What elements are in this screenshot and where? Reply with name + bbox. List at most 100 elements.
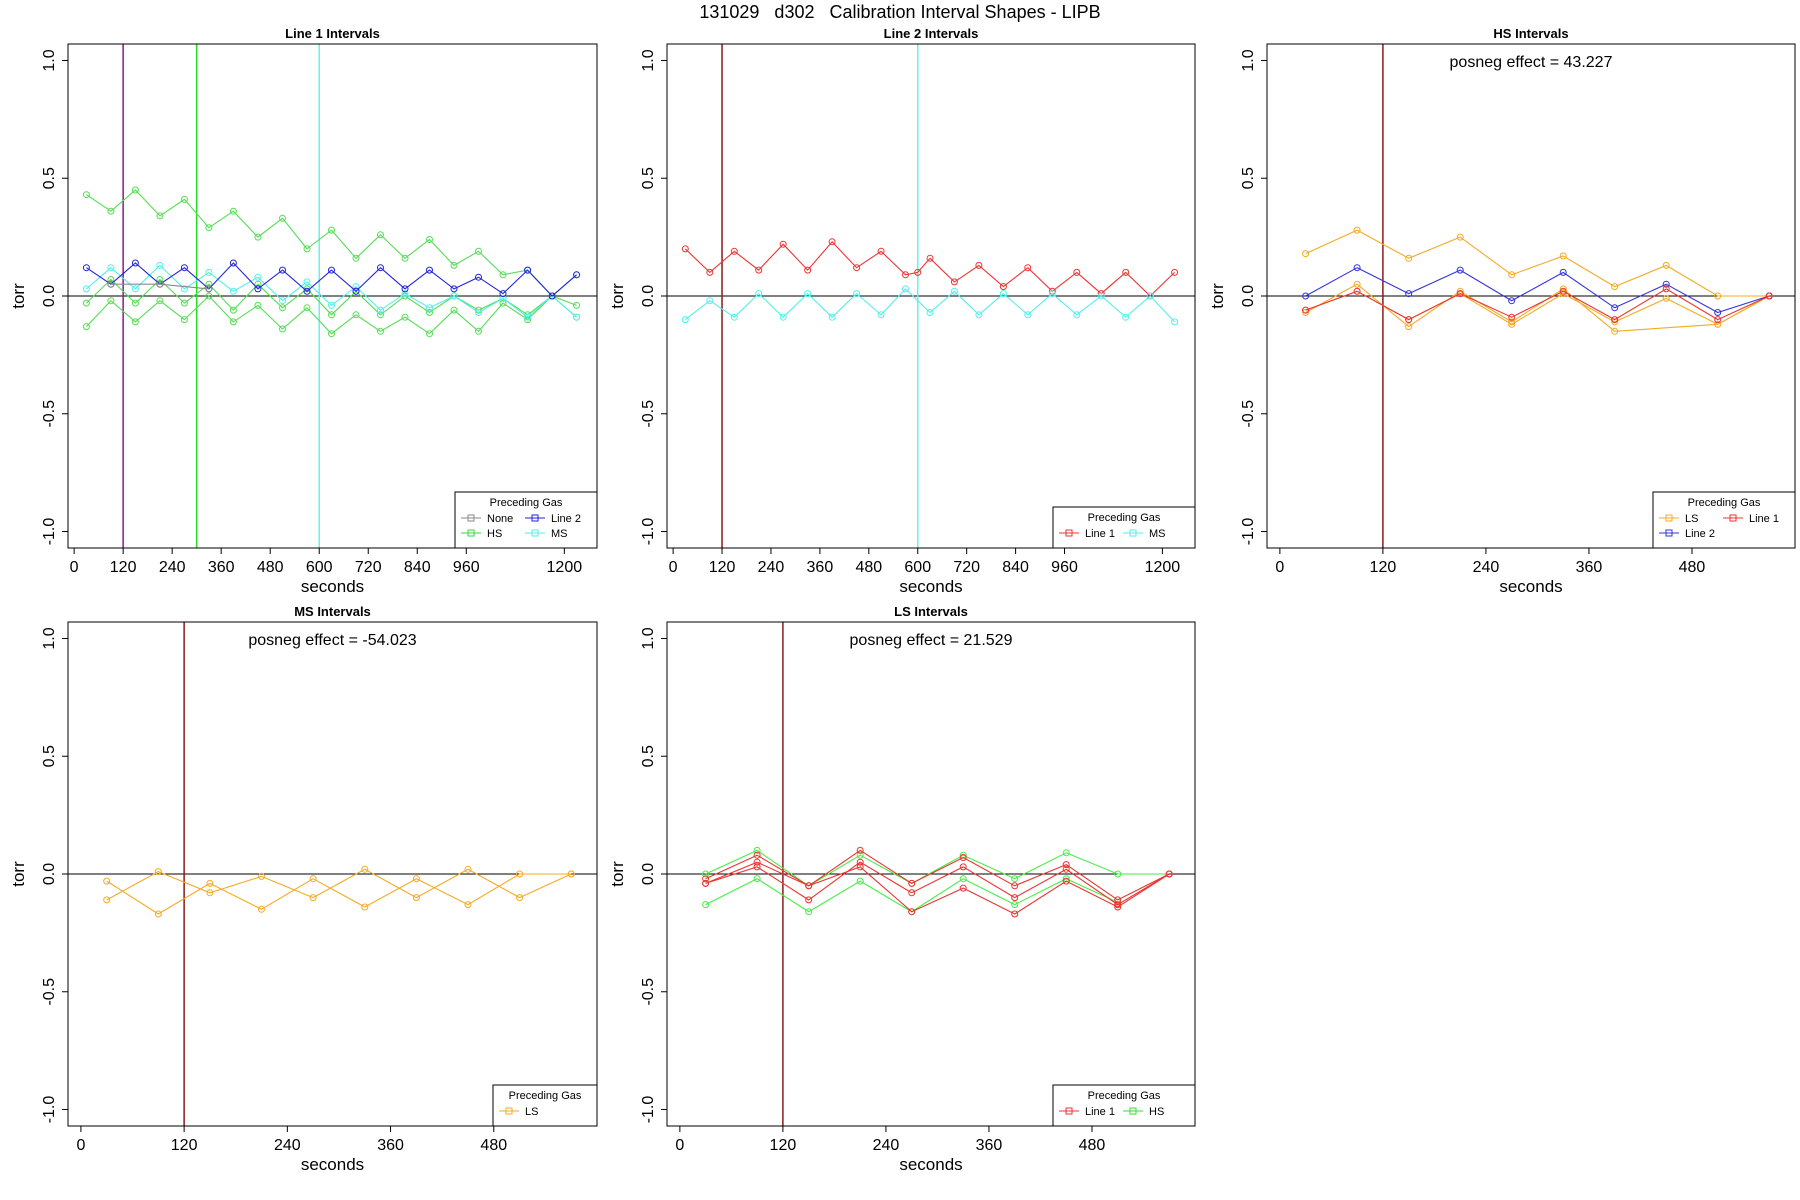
data-point xyxy=(908,908,916,916)
y-tick-label: 0.5 xyxy=(640,745,657,767)
data-point xyxy=(1114,870,1122,878)
data-point xyxy=(154,910,162,918)
data-point xyxy=(401,254,409,262)
data-point xyxy=(103,896,111,904)
x-tick-label: 120 xyxy=(1370,559,1397,576)
y-tick-label: -1.0 xyxy=(640,518,657,546)
data-point xyxy=(205,292,213,300)
data-point xyxy=(107,276,115,283)
data-point xyxy=(1508,320,1516,328)
data-point xyxy=(229,287,237,295)
x-axis-label: seconds xyxy=(899,577,962,596)
legend-box xyxy=(454,491,598,549)
data-point xyxy=(1073,311,1081,319)
data-point xyxy=(681,316,689,324)
legend-box xyxy=(1052,1084,1196,1127)
data-point xyxy=(1662,280,1670,288)
chart-title: MS Intervals xyxy=(294,604,371,619)
data-point xyxy=(548,292,556,300)
legend-swatch-marker xyxy=(1065,529,1073,537)
data-point xyxy=(499,299,507,307)
series-line-ls xyxy=(1305,283,1770,332)
legend: Preceding Gas None Line 2 HS MS xyxy=(454,491,598,549)
data-point xyxy=(475,247,482,255)
data-point xyxy=(1302,250,1310,258)
data-point xyxy=(999,283,1007,291)
data-point xyxy=(1302,309,1310,316)
data-point xyxy=(131,285,139,293)
series-group xyxy=(103,865,575,918)
data-point xyxy=(352,283,360,291)
y-tick-label: -1.0 xyxy=(41,518,58,546)
data-point xyxy=(1508,313,1516,321)
data-point xyxy=(804,266,812,274)
x-tick-label: 480 xyxy=(1079,1137,1106,1154)
data-point xyxy=(1048,290,1056,298)
data-point xyxy=(352,287,360,295)
data-point xyxy=(180,195,188,203)
y-tick-label: 0.5 xyxy=(1240,167,1257,189)
data-point xyxy=(303,304,311,312)
x-tick-label: 240 xyxy=(1473,559,1500,576)
data-point xyxy=(82,285,90,293)
data-point xyxy=(361,903,369,911)
x-tick-label: 1200 xyxy=(1145,559,1181,576)
x-tick-label: 240 xyxy=(159,559,186,576)
data-point xyxy=(401,285,409,293)
legend-entry-label: Line 1 xyxy=(1085,528,1115,540)
data-point xyxy=(254,233,262,241)
posneg-annotation: posneg effect = 43.227 xyxy=(1450,54,1613,71)
chart-title: HS Intervals xyxy=(1493,26,1568,41)
legend-box xyxy=(1052,506,1196,549)
data-point xyxy=(1662,261,1670,269)
data-point xyxy=(107,207,115,215)
data-point xyxy=(82,323,90,331)
data-point xyxy=(180,316,188,324)
series-line-line-1 xyxy=(1305,288,1770,321)
series-line-line-1 xyxy=(684,240,1175,297)
data-point xyxy=(1302,306,1310,314)
data-point xyxy=(1559,290,1567,298)
legend: Preceding Gas LS xyxy=(492,1084,598,1127)
data-point xyxy=(524,266,532,274)
data-point xyxy=(107,280,115,288)
x-tick-label: 0 xyxy=(675,1137,684,1154)
series-group xyxy=(82,186,581,338)
x-tick-label: 840 xyxy=(1002,559,1029,576)
data-point xyxy=(1353,287,1361,295)
y-axis-label: torr xyxy=(1208,283,1227,309)
legend-entry-label: Line 1 xyxy=(1085,1106,1115,1118)
data-point xyxy=(412,894,420,902)
x-tick-label: 240 xyxy=(758,559,785,576)
data-point xyxy=(1165,870,1173,878)
series-line-hs xyxy=(86,278,577,316)
legend-title: Preceding Gas xyxy=(490,497,563,509)
series-line-line-1 xyxy=(705,861,1170,906)
data-point xyxy=(254,285,262,293)
y-tick-label: -0.5 xyxy=(41,978,58,1006)
data-point xyxy=(303,245,311,253)
data-point xyxy=(999,290,1007,298)
data-point xyxy=(1171,268,1179,276)
y-tick-label: 0.0 xyxy=(640,285,657,307)
y-tick-label: -0.5 xyxy=(1240,400,1257,428)
data-point xyxy=(426,266,433,274)
data-point xyxy=(1353,226,1361,234)
legend-entry-label: MS xyxy=(1149,528,1166,540)
series-group xyxy=(1302,226,1773,335)
data-point xyxy=(779,313,787,321)
data-point xyxy=(702,901,710,909)
data-point xyxy=(702,870,710,878)
data-point xyxy=(1405,254,1413,262)
data-point xyxy=(180,264,188,272)
data-point xyxy=(706,297,714,305)
data-point xyxy=(328,330,335,338)
data-point xyxy=(1062,849,1070,857)
data-point xyxy=(730,247,738,255)
data-point xyxy=(805,908,813,916)
data-point xyxy=(950,278,958,286)
data-point xyxy=(959,854,967,861)
legend-entry-label: None xyxy=(487,513,513,525)
x-tick-label: 120 xyxy=(770,1137,797,1154)
data-point xyxy=(1765,292,1773,300)
